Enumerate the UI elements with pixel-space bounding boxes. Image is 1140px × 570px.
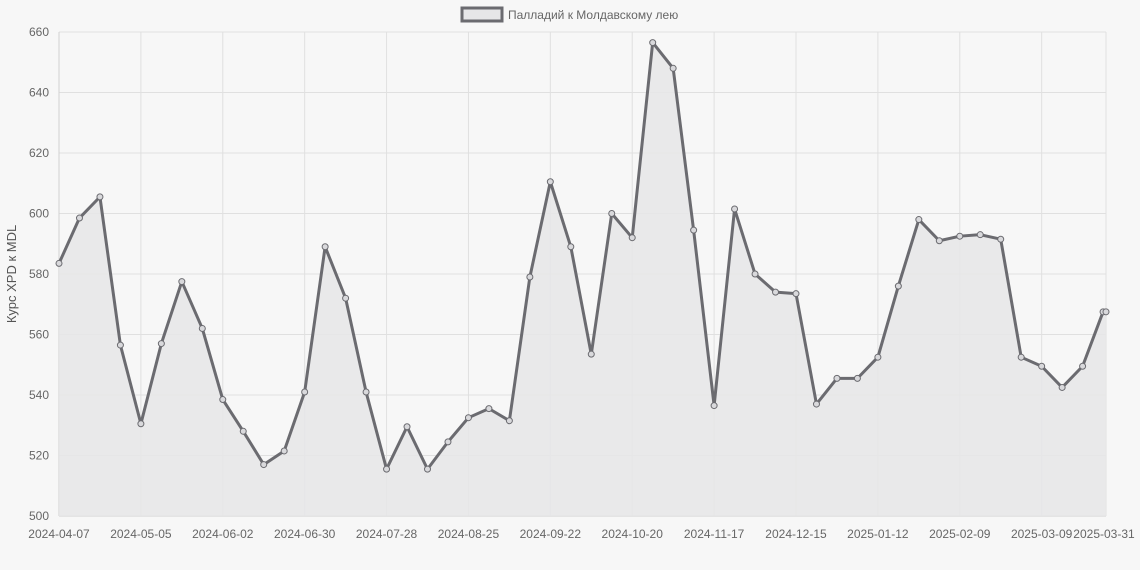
data-point[interactable] <box>505 417 513 425</box>
data-point[interactable] <box>1038 362 1046 370</box>
x-tick-label: 2024-08-25 <box>438 527 500 541</box>
data-point[interactable] <box>362 388 370 396</box>
data-point[interactable] <box>383 465 391 473</box>
area-fill-layer <box>59 42 1106 517</box>
y-tick-label: 600 <box>29 207 49 221</box>
x-tick-label: 2024-07-28 <box>356 527 418 541</box>
data-point[interactable] <box>628 234 636 242</box>
data-point[interactable] <box>239 427 247 435</box>
data-point[interactable] <box>669 64 677 72</box>
data-point[interactable] <box>976 231 984 239</box>
legend-swatch[interactable] <box>460 6 504 23</box>
data-point[interactable] <box>608 210 616 217</box>
data-point[interactable] <box>260 461 268 469</box>
data-point[interactable] <box>853 374 861 382</box>
data-point[interactable] <box>751 270 759 278</box>
y-axis-title: Курс XPD к MDL <box>4 225 19 323</box>
data-point[interactable] <box>280 447 288 455</box>
data-point[interactable] <box>997 235 1005 243</box>
data-point[interactable] <box>1079 362 1087 370</box>
data-point[interactable] <box>96 193 104 201</box>
data-point[interactable] <box>1017 353 1025 361</box>
data-point[interactable] <box>935 237 943 245</box>
data-point[interactable] <box>915 216 923 224</box>
data-point[interactable] <box>198 324 206 332</box>
x-tick-label: 2025-02-09 <box>929 527 991 541</box>
x-tick-label: 2025-03-09 <box>1011 527 1073 541</box>
y-tick-label: 660 <box>29 25 49 39</box>
data-point[interactable] <box>55 259 63 267</box>
data-point[interactable] <box>116 341 124 349</box>
x-tick-label: 2025-01-12 <box>847 527 909 541</box>
data-point[interactable] <box>178 278 186 286</box>
legend[interactable]: Палладий к Молдавскому лею <box>460 6 678 23</box>
x-tick-label: 2024-10-20 <box>602 527 664 541</box>
y-tick-label: 540 <box>29 388 49 402</box>
y-tick-label: 500 <box>29 509 49 523</box>
x-axis-ticks: 2024-04-07 2024-05-05 2024-06-02 2024-06-30… <box>28 527 1135 541</box>
data-point[interactable] <box>956 232 964 240</box>
data-point[interactable] <box>690 226 698 234</box>
data-point[interactable] <box>1058 383 1066 391</box>
data-point[interactable] <box>874 353 882 361</box>
y-tick-label: 580 <box>29 267 49 281</box>
x-tick-label: 2024-05-05 <box>110 527 172 541</box>
data-point[interactable] <box>649 39 657 47</box>
data-point[interactable] <box>731 205 739 213</box>
data-point[interactable] <box>546 178 554 186</box>
x-tick-label: 2025-03-31 <box>1073 527 1135 541</box>
data-point[interactable] <box>403 423 411 431</box>
data-point[interactable] <box>833 374 841 382</box>
y-tick-label: 620 <box>29 146 49 160</box>
data-point[interactable] <box>423 465 431 473</box>
data-point[interactable] <box>587 350 595 358</box>
y-tick-label: 560 <box>29 328 49 342</box>
data-point[interactable] <box>219 396 227 404</box>
x-tick-label: 2024-12-15 <box>765 527 827 541</box>
data-point[interactable] <box>157 340 165 348</box>
data-point[interactable] <box>1102 308 1110 316</box>
data-point[interactable] <box>772 288 780 296</box>
x-tick-label: 2024-04-07 <box>28 527 90 541</box>
x-tick-label: 2024-11-17 <box>684 527 745 541</box>
data-point[interactable] <box>567 243 575 251</box>
series-area <box>59 42 1106 517</box>
data-point[interactable] <box>812 400 820 408</box>
data-point[interactable] <box>301 388 309 396</box>
x-tick-label: 2024-06-30 <box>274 527 336 541</box>
data-point[interactable] <box>464 414 472 422</box>
data-point[interactable] <box>342 294 350 302</box>
data-point[interactable] <box>321 243 329 251</box>
data-point[interactable] <box>75 214 83 222</box>
data-point[interactable] <box>485 405 493 413</box>
data-point[interactable] <box>894 282 902 290</box>
x-tick-label: 2024-06-02 <box>192 527 254 541</box>
data-point[interactable] <box>137 420 145 428</box>
x-tick-label: 2024-09-22 <box>520 527 582 541</box>
data-points <box>55 39 1110 473</box>
data-point[interactable] <box>444 438 452 446</box>
y-axis-ticks: 500 520 540 560 580 600 620 640 660 <box>29 25 49 523</box>
data-point[interactable] <box>710 402 718 410</box>
y-tick-label: 640 <box>29 86 49 100</box>
legend-label[interactable]: Палладий к Молдавскому лею <box>508 8 678 22</box>
data-point[interactable] <box>792 290 800 298</box>
y-tick-label: 520 <box>29 449 49 463</box>
data-point[interactable] <box>526 273 534 281</box>
